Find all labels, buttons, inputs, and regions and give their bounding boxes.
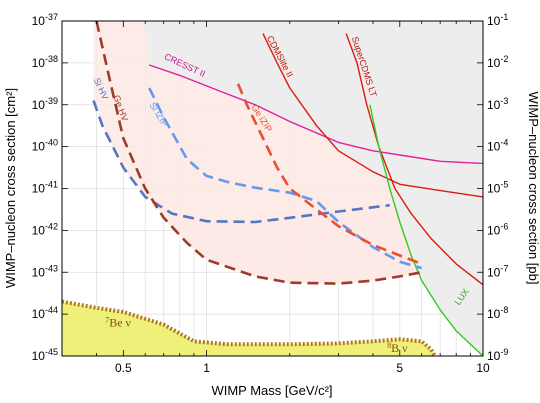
y-tick-label-right: 10-7: [487, 263, 508, 279]
tick-labels: 0.5 1 5 10 10-37 10-38 10-39 10-40 10-41 10-42 10-…: [32, 12, 509, 375]
y-axis-title-left: WIMP–nucleon cross section [cm²]: [3, 88, 18, 288]
y-tick-label-left: 10-44: [32, 305, 58, 321]
y-tick-label-right: 10-5: [487, 180, 508, 196]
y-tick-label-left: 10-42: [32, 221, 58, 237]
exclusion-regions: [62, 21, 483, 356]
y-tick-label-right: 10-2: [487, 54, 508, 70]
y-tick-label-left: 10-40: [32, 138, 58, 154]
y-tick-label-left: 10-41: [32, 180, 58, 196]
curve-ge-hv: [95, 21, 422, 285]
x-axis-title: WIMP Mass [GeV/c²]: [211, 383, 332, 398]
x-tick-label: 0.5: [115, 361, 132, 375]
y-tick-label-left: 10-45: [32, 347, 58, 363]
curve-lux: [369, 104, 483, 356]
sensitivity-curves: [92, 21, 483, 356]
y-tick-label-right: 10-3: [487, 96, 508, 112]
label-b8-neutrino: 8B ν: [387, 341, 408, 355]
y-tick-label-right: 10-4: [487, 138, 508, 154]
curve-si-izip: [148, 87, 423, 270]
curve-cresst-ii: [148, 64, 483, 165]
y-tick-label-left: 10-39: [32, 96, 58, 112]
y-tick-label-right: 10-9: [487, 347, 508, 363]
projected-sensitivity-fill: [96, 21, 422, 284]
y-tick-label-right: 10-1: [487, 12, 508, 28]
x-tick-label: 10: [476, 361, 490, 375]
y-tick-label-right: 10-6: [487, 221, 508, 237]
label-be7-neutrino: 7Be ν: [105, 316, 131, 330]
curve-supercdms-lt: [345, 33, 483, 286]
x-tick-label: 1: [203, 361, 210, 375]
y-tick-label-right: 10-8: [487, 305, 508, 321]
x-tick-label: 5: [396, 361, 403, 375]
y-tick-label-left: 10-43: [32, 263, 58, 279]
axis-ticks: [61, 20, 484, 357]
y-tick-label-left: 10-37: [32, 12, 58, 28]
curve-si-hv: [92, 100, 390, 224]
y-tick-label-left: 10-38: [32, 54, 58, 70]
excluded-region: [145, 21, 483, 356]
neutrino-floor-region: [62, 301, 435, 356]
curve-ge-izip: [236, 83, 423, 266]
curve-cdmslite-ii: [262, 33, 483, 198]
y-axis-title-right: WIMP–nucleon cross section [pb]: [526, 92, 540, 285]
